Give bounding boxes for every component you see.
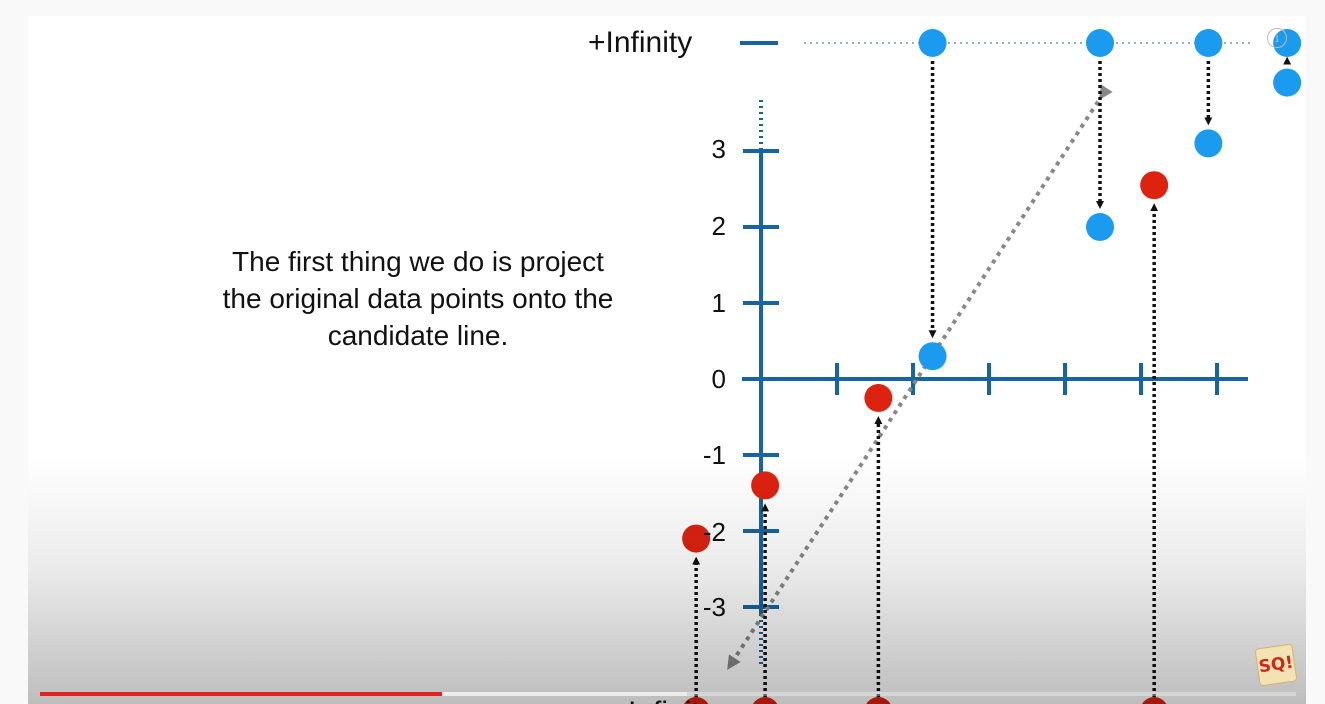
projected-point-red (682, 524, 711, 553)
original-point-blue (1086, 29, 1114, 57)
original-point-blue (1194, 29, 1223, 57)
data-points (682, 29, 1302, 704)
y-tick-label-1: 1 (711, 288, 726, 318)
y-tick-label-3: 3 (711, 134, 726, 164)
projected-point-red (1140, 171, 1169, 200)
candidate-line (727, 84, 1113, 670)
y-tick-label-minus-1: -1 (702, 440, 726, 470)
original-point-red (1142, 697, 1167, 704)
y-tick-label-minus-2: -2 (702, 517, 726, 547)
y-tick-label-0: 0 (711, 364, 726, 394)
chart (682, 29, 1302, 704)
minus-infinity-label: -Infinity (618, 696, 715, 704)
axes (742, 100, 1248, 664)
original-point-red (752, 697, 778, 704)
progress-bar[interactable] (40, 692, 1296, 696)
original-point-red (684, 697, 709, 704)
statquest-logo-icon: SQ! (1254, 643, 1298, 687)
projection-arrows (692, 56, 1292, 697)
y-tick-label-minus-3: -3 (702, 592, 726, 622)
y-tick-label-2: 2 (711, 211, 726, 241)
progress-played (40, 692, 442, 696)
candidate-line-path (727, 84, 1113, 670)
projected-point-red (751, 471, 780, 500)
projected-point-blue (1273, 68, 1302, 97)
video-player[interactable]: 3 2 1 0 -1 -2 -3 +Infinity -Infinity The… (28, 16, 1306, 704)
original-point-blue (918, 29, 947, 57)
projected-point-red (864, 384, 893, 412)
projected-point-blue (1194, 129, 1223, 158)
projected-point-blue (918, 342, 947, 371)
original-point-red (866, 697, 891, 704)
info-icon[interactable]: i (1267, 28, 1287, 48)
plus-infinity-label: +Infinity (588, 26, 693, 59)
projected-point-blue (1086, 213, 1114, 241)
slide-caption: The first thing we do is project the ori… (222, 246, 614, 351)
